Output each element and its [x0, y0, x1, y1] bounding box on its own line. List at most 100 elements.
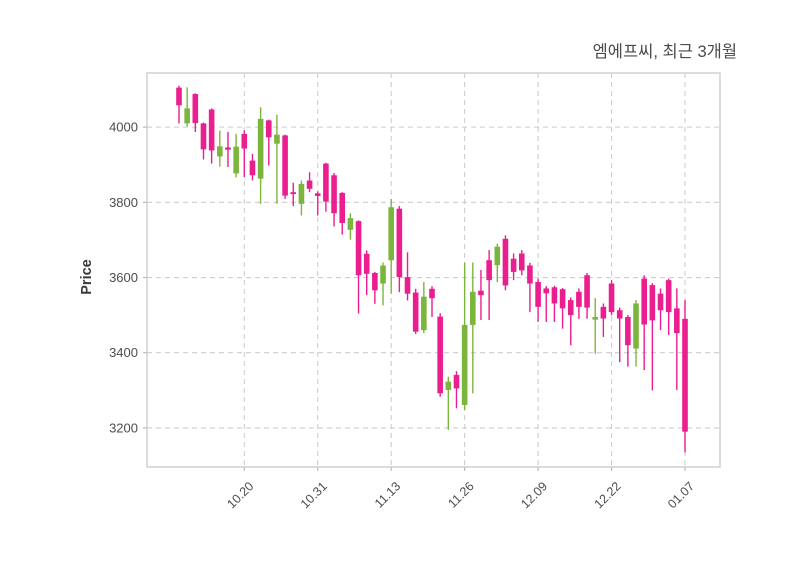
candle-body: [331, 175, 337, 214]
candle-up: [217, 130, 223, 167]
candle-body: [306, 180, 313, 189]
x-tick-label: 11.26: [445, 479, 476, 510]
candle-body: [478, 290, 484, 296]
candle-down: [192, 93, 199, 133]
x-tick-label: 10.20: [224, 479, 256, 511]
candle-down: [249, 153, 256, 181]
candle-down: [616, 307, 623, 363]
candle-body: [641, 278, 647, 325]
y-tick-label: 3400: [109, 345, 138, 360]
candle-down: [290, 182, 297, 207]
candle-body: [388, 207, 394, 261]
candle-down: [649, 283, 656, 391]
candle-body: [625, 316, 631, 346]
candle-down: [518, 250, 525, 276]
candle-up: [274, 114, 280, 204]
y-tick-label: 3800: [109, 195, 138, 210]
candle-down: [584, 273, 590, 319]
candle-body: [657, 293, 664, 311]
candle-down: [282, 134, 288, 199]
candle-body: [200, 123, 207, 150]
candle-body: [535, 282, 541, 307]
candle-down: [355, 220, 362, 314]
candle-body: [372, 273, 378, 291]
candle-down: [453, 371, 460, 409]
y-tick-label: 3200: [109, 420, 138, 435]
candle-body: [421, 296, 427, 331]
candle-body: [486, 260, 492, 281]
candle-up: [388, 198, 394, 294]
candle-body: [257, 118, 264, 179]
candle-body: [633, 303, 639, 349]
tick-layer: 3200 3400 3600 3800 4000 10.20 10.31 11.13 11.26…: [109, 120, 697, 512]
candle-down: [657, 288, 664, 331]
candle-down: [208, 108, 215, 164]
x-tick-label: 12.22: [592, 479, 624, 511]
candle-body: [682, 318, 688, 432]
candle-up: [347, 213, 354, 240]
candle-up: [257, 107, 264, 204]
candle-series: [176, 85, 688, 453]
candle-down: [641, 275, 647, 371]
candle-down: [429, 286, 435, 317]
candle-body: [339, 192, 346, 224]
y-tick-label: 3600: [109, 270, 138, 285]
candle-body: [184, 108, 190, 124]
candle-up: [184, 87, 190, 127]
candle-down: [372, 271, 378, 304]
candle-down: [551, 285, 558, 322]
candle-body: [429, 288, 435, 299]
candle-body: [176, 87, 182, 106]
grid-layer: [147, 73, 720, 467]
candle-up: [494, 243, 501, 283]
candle-up: [421, 282, 427, 334]
candle-body: [470, 291, 476, 325]
candle-body: [241, 133, 248, 149]
candle-body: [649, 285, 656, 321]
candle-body: [249, 160, 256, 176]
candle-body: [600, 306, 607, 319]
candle-up: [461, 262, 468, 410]
candle-down: [200, 122, 207, 160]
candle-body: [551, 287, 558, 304]
candle-up: [380, 262, 386, 306]
candle-down: [625, 315, 631, 367]
x-tick-label: 12.09: [518, 479, 550, 511]
candle-body: [380, 265, 386, 284]
candle-down: [323, 162, 329, 212]
candle-body: [437, 316, 443, 394]
candle-body: [290, 192, 297, 195]
candle-down: [559, 288, 566, 329]
candle-body: [510, 258, 517, 272]
candle-body: [314, 193, 321, 196]
candle-body: [543, 288, 550, 294]
candle-down: [608, 280, 615, 316]
candle-body: [592, 316, 599, 320]
candle-down: [265, 119, 272, 166]
candle-down: [437, 313, 443, 397]
candle-down: [543, 286, 550, 322]
candle-down: [486, 250, 492, 321]
candle-body: [559, 289, 566, 309]
candle-down: [535, 278, 541, 322]
candle-down: [412, 288, 419, 334]
candle-body: [453, 374, 460, 389]
candle-down: [331, 173, 337, 227]
candle-down: [510, 253, 517, 281]
candle-body: [265, 120, 272, 138]
candle-body: [502, 238, 509, 286]
candle-body: [298, 183, 305, 204]
candle-body: [616, 310, 623, 319]
candle-body: [608, 283, 615, 313]
candle-down: [339, 192, 346, 235]
x-tick-label: 11.13: [372, 479, 403, 510]
candle-body: [363, 253, 370, 274]
chart-title: 엠에프씨, 최근 3개월: [593, 42, 737, 61]
candle-down: [682, 300, 688, 453]
y-axis-label: Price: [79, 259, 95, 294]
candle-down: [674, 288, 680, 390]
candle-up: [633, 300, 639, 367]
candle-down: [314, 191, 321, 216]
